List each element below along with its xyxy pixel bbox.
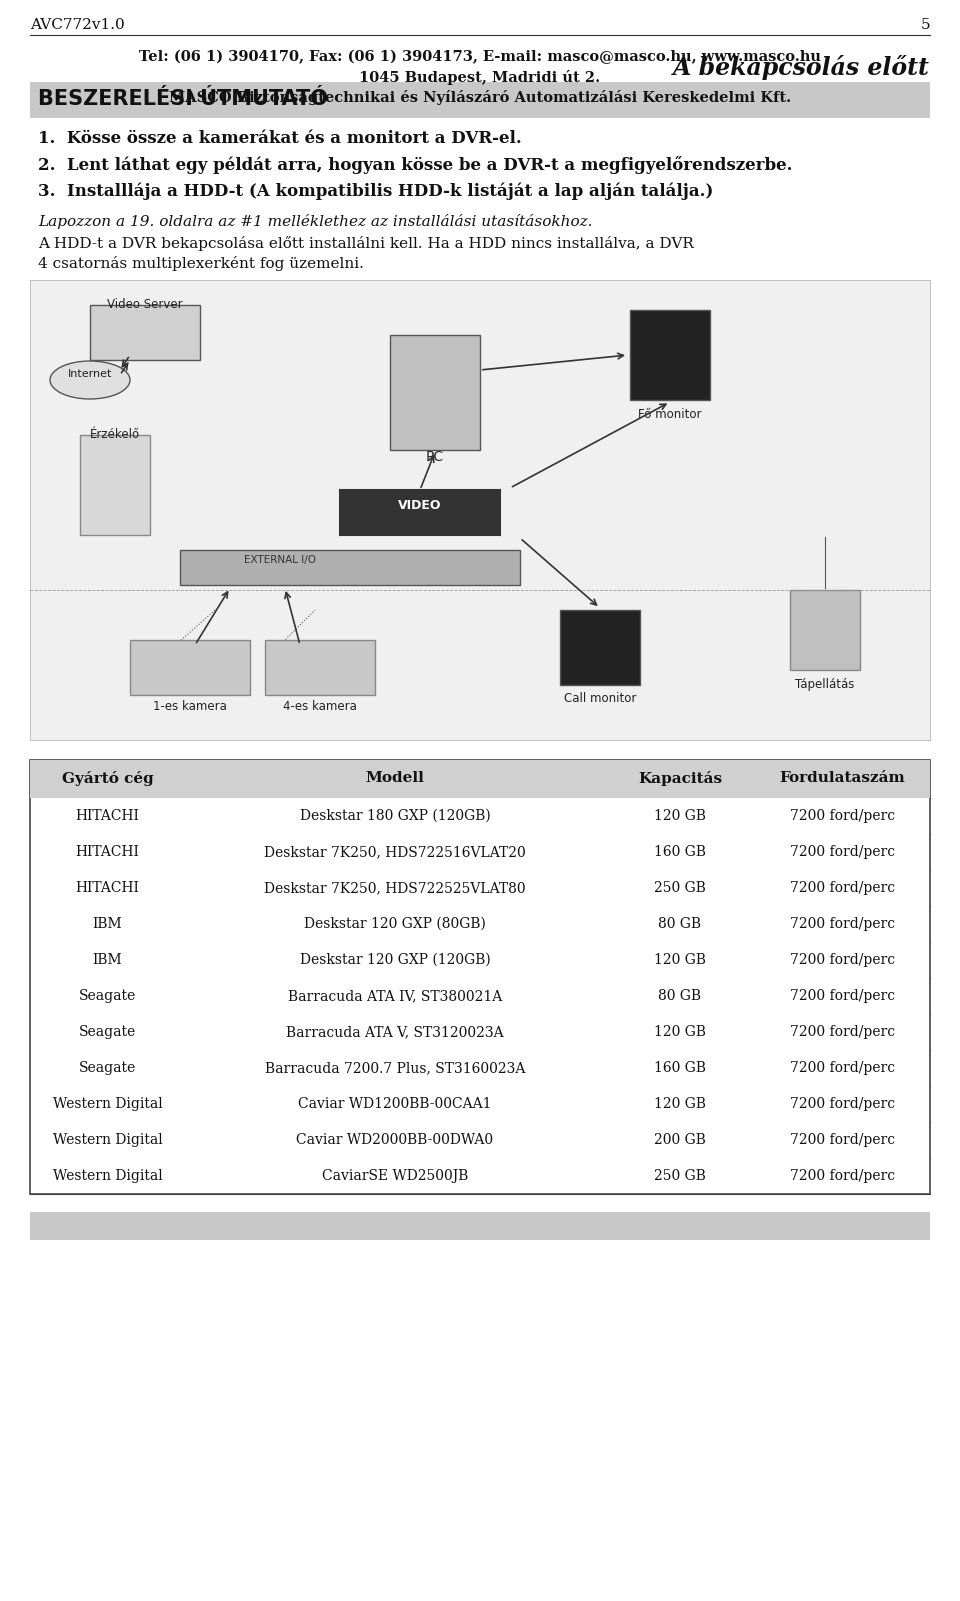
Text: 7200 ford/perc: 7200 ford/perc (790, 1169, 895, 1183)
Text: AVC772v1.0: AVC772v1.0 (30, 18, 125, 32)
Text: HITACHI: HITACHI (76, 881, 139, 895)
Text: A HDD-t a DVR bekapcsolása előtt installálni kell. Ha a HDD nincs installálva, a: A HDD-t a DVR bekapcsolása előtt install… (38, 235, 694, 251)
Text: Tápellátás: Tápellátás (795, 677, 854, 692)
Bar (30, 760, 930, 1194)
Text: Barracuda ATA IV, ST380021A: Barracuda ATA IV, ST380021A (288, 989, 502, 1002)
Text: Deskstar 7K250, HDS722516VLAT20: Deskstar 7K250, HDS722516VLAT20 (264, 845, 526, 860)
Text: BESZERELÉSI ÚTMUTATÓ: BESZERELÉSI ÚTMUTATÓ (38, 90, 328, 109)
Text: MASCO Biztonságtechnikai és Nyílászáró Automatizálási Kereskedelmi Kft.: MASCO Biztonságtechnikai és Nyílászáró A… (169, 90, 791, 106)
Bar (130, 640, 250, 695)
Text: Seagate: Seagate (79, 1025, 136, 1039)
Text: Kapacitás: Kapacitás (638, 770, 722, 786)
Text: 120 GB: 120 GB (654, 1097, 706, 1111)
Text: EXTERNAL I/O: EXTERNAL I/O (244, 556, 316, 565)
Text: Lapozzon a 19. oldalra az #1 melléklethez az installálási utasításokhoz.: Lapozzon a 19. oldalra az #1 melléklethe… (38, 215, 592, 229)
Bar (560, 610, 640, 685)
Text: 5: 5 (921, 18, 930, 32)
Text: Fő monitor: Fő monitor (638, 408, 702, 421)
Text: Caviar WD1200BB-00CAA1: Caviar WD1200BB-00CAA1 (299, 1097, 492, 1111)
Text: Caviar WD2000BB-00DWA0: Caviar WD2000BB-00DWA0 (297, 1134, 493, 1146)
Text: 7200 ford/perc: 7200 ford/perc (790, 953, 895, 967)
Text: 1045 Budapest, Madridi út 2.: 1045 Budapest, Madridi út 2. (359, 70, 601, 85)
Text: 160 GB: 160 GB (654, 1061, 706, 1074)
Text: Barracuda 7200.7 Plus, ST3160023A: Barracuda 7200.7 Plus, ST3160023A (265, 1061, 525, 1074)
Text: Gyártó cég: Gyártó cég (61, 770, 154, 786)
Text: 4 csatornás multiplexerként fog üzemelni.: 4 csatornás multiplexerként fog üzemelni… (38, 256, 364, 271)
Text: 7200 ford/perc: 7200 ford/perc (790, 809, 895, 823)
Text: Seagate: Seagate (79, 1061, 136, 1074)
Text: PC: PC (426, 450, 444, 464)
Text: Western Digital: Western Digital (53, 1134, 162, 1146)
Text: HITACHI: HITACHI (76, 809, 139, 823)
Bar (265, 640, 375, 695)
Text: 7200 ford/perc: 7200 ford/perc (790, 1025, 895, 1039)
Text: Tel: (06 1) 3904170, Fax: (06 1) 3904173, E-mail: masco@masco.hu, www.masco.hu: Tel: (06 1) 3904170, Fax: (06 1) 3904173… (139, 50, 821, 64)
Text: Western Digital: Western Digital (53, 1097, 162, 1111)
Text: 7200 ford/perc: 7200 ford/perc (790, 845, 895, 860)
Text: Fordulataszám: Fordulataszám (780, 772, 905, 784)
Bar (30, 760, 930, 797)
Text: Érzékelő: Érzékelő (90, 427, 140, 440)
Bar (390, 335, 480, 450)
Bar (80, 435, 150, 535)
Text: 160 GB: 160 GB (654, 845, 706, 860)
Text: 7200 ford/perc: 7200 ford/perc (790, 917, 895, 932)
Bar (180, 551, 520, 584)
Text: 7200 ford/perc: 7200 ford/perc (790, 881, 895, 895)
Text: 7200 ford/perc: 7200 ford/perc (790, 989, 895, 1002)
Bar (30, 1212, 930, 1241)
Bar (90, 306, 200, 360)
Text: 2.  Lent láthat egy példát arra, hogyan kösse be a DVR-t a megfigyelőrendszerbe.: 2. Lent láthat egy példát arra, hogyan k… (38, 155, 793, 175)
Text: IBM: IBM (93, 953, 122, 967)
Text: Deskstar 7K250, HDS722525VLAT80: Deskstar 7K250, HDS722525VLAT80 (264, 881, 526, 895)
Text: Deskstar 180 GXP (120GB): Deskstar 180 GXP (120GB) (300, 809, 491, 823)
Bar (30, 82, 930, 118)
Ellipse shape (50, 360, 130, 399)
Text: Call monitor: Call monitor (564, 692, 636, 704)
Text: Seagate: Seagate (79, 989, 136, 1002)
Text: Deskstar 120 GXP (120GB): Deskstar 120 GXP (120GB) (300, 953, 491, 967)
Text: Video Server: Video Server (108, 298, 182, 311)
Text: 120 GB: 120 GB (654, 953, 706, 967)
Text: 80 GB: 80 GB (659, 989, 702, 1002)
Text: Internet: Internet (68, 368, 112, 379)
Text: A bekapcsolás előtt: A bekapcsolás előtt (673, 54, 930, 80)
Bar (340, 490, 500, 535)
Text: Barracuda ATA V, ST3120023A: Barracuda ATA V, ST3120023A (286, 1025, 504, 1039)
Text: 250 GB: 250 GB (654, 881, 706, 895)
Text: Deskstar 120 GXP (80GB): Deskstar 120 GXP (80GB) (304, 917, 486, 932)
Text: 4-es kamera: 4-es kamera (283, 700, 357, 712)
Text: 3.  Installlája a HDD-t (A kompatibilis HDD-k listáját a lap alján találja.): 3. Installlája a HDD-t (A kompatibilis H… (38, 183, 713, 200)
Text: 80 GB: 80 GB (659, 917, 702, 932)
Text: 250 GB: 250 GB (654, 1169, 706, 1183)
Text: 7200 ford/perc: 7200 ford/perc (790, 1134, 895, 1146)
Text: VIDEO: VIDEO (398, 498, 442, 511)
Text: 7200 ford/perc: 7200 ford/perc (790, 1097, 895, 1111)
Text: 200 GB: 200 GB (654, 1134, 706, 1146)
Bar (630, 311, 710, 400)
Text: 120 GB: 120 GB (654, 1025, 706, 1039)
Text: HITACHI: HITACHI (76, 845, 139, 860)
Text: Modell: Modell (366, 772, 424, 784)
Text: 7200 ford/perc: 7200 ford/perc (790, 1061, 895, 1074)
Text: IBM: IBM (93, 917, 122, 932)
Bar (790, 591, 860, 669)
Bar (30, 280, 930, 740)
Text: Western Digital: Western Digital (53, 1169, 162, 1183)
Text: CaviarSE WD2500JB: CaviarSE WD2500JB (322, 1169, 468, 1183)
Text: 1.  Kösse össze a kamerákat és a monitort a DVR-el.: 1. Kösse össze a kamerákat és a monitort… (38, 130, 521, 147)
Text: 120 GB: 120 GB (654, 809, 706, 823)
Text: 1-es kamera: 1-es kamera (153, 700, 227, 712)
